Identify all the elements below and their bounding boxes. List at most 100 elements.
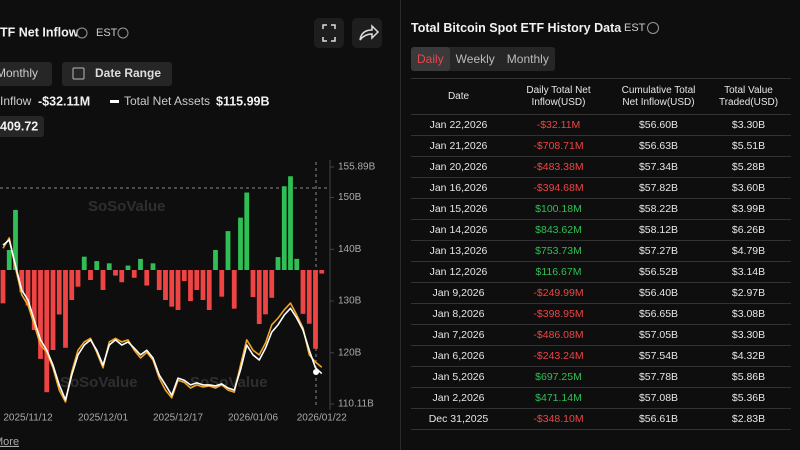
history-panel: Total Bitcoin Spot ETF History Data EST … xyxy=(400,0,800,450)
bar xyxy=(269,270,275,298)
bar xyxy=(44,270,50,393)
column-header: Date xyxy=(411,78,506,115)
table-cell: Jan 2,2026 xyxy=(411,387,506,409)
bar xyxy=(225,231,231,270)
table-cell: Jan 15,2026 xyxy=(411,198,506,220)
bar xyxy=(181,270,187,282)
table-cell: $56.52B xyxy=(611,261,706,283)
bar xyxy=(200,270,206,300)
table-cell: -$708.71M xyxy=(506,135,611,157)
column-header: Cumulative Total Net Inflow(USD) xyxy=(611,78,706,115)
share-icon xyxy=(359,24,380,41)
info-icon[interactable] xyxy=(76,27,88,39)
bar xyxy=(31,270,37,330)
table-cell: $3.08B xyxy=(706,303,791,325)
bar xyxy=(238,217,243,270)
y-tick-label: 140B xyxy=(338,244,362,255)
bar xyxy=(69,270,75,300)
tab[interactable]: Weekly xyxy=(455,52,495,66)
table-cell: -$249.99M xyxy=(506,282,611,304)
table-cell: $3.30B xyxy=(706,324,791,346)
table-cell: Jan 12,2026 xyxy=(411,261,506,283)
info-icon[interactable] xyxy=(647,22,659,34)
bar xyxy=(150,263,156,270)
legend-value: $115.99B xyxy=(216,94,270,108)
legend-value: -$32.11M xyxy=(38,94,90,108)
tab[interactable]: Monthly xyxy=(506,52,549,66)
bar xyxy=(306,270,312,324)
bar xyxy=(75,270,81,287)
table-cell: $843.62M xyxy=(506,219,611,241)
tab[interactable]: Daily xyxy=(411,47,450,71)
period-button[interactable] xyxy=(0,62,52,86)
y-tick-label: 110.11B xyxy=(338,399,374,410)
table-cell: $3.14B xyxy=(706,261,791,283)
bar xyxy=(63,270,68,348)
table-row: Jan 22,2026 -$32.11M $56.60B $3.30B xyxy=(411,114,791,136)
table-row: Jan 7,2026 -$486.08M $57.05B $3.30B xyxy=(411,324,791,346)
table-cell: $5.86B xyxy=(706,366,791,388)
history-title: Total Bitcoin Spot ETF History Data xyxy=(411,21,622,35)
period-label: Monthly xyxy=(0,66,38,80)
line xyxy=(2,239,323,401)
bar xyxy=(119,270,125,283)
table-row: Dec 31,2025 -$348.10M $56.61B $2.83B xyxy=(411,408,791,430)
bar xyxy=(244,192,250,270)
table-cell: Jan 21,2026 xyxy=(411,135,506,157)
date-range-button[interactable] xyxy=(62,62,172,86)
timezone: EST xyxy=(96,27,118,39)
bar xyxy=(294,258,300,270)
table-cell: Jan 5,2026 xyxy=(411,366,506,388)
fullscreen-button[interactable] xyxy=(314,18,344,48)
table-row: Jan 13,2026 $753.73M $57.27B $4.79B xyxy=(411,240,791,262)
table-row: Jan 15,2026 $100.18M $58.22B $3.99B xyxy=(411,198,791,220)
table-row: Jan 6,2026 -$243.24M $57.54B $4.32B xyxy=(411,345,791,367)
bar xyxy=(256,270,262,325)
legend-label: Total Net Assets xyxy=(124,94,210,108)
table-cell: Jan 6,2026 xyxy=(411,345,506,367)
table-cell: $3.60B xyxy=(706,177,791,199)
table-row: Jan 2,2026 $471.14M $57.08B $5.36B xyxy=(411,387,791,409)
column-header: Total Value Traded(USD) xyxy=(706,78,791,115)
table-cell: $5.28B xyxy=(706,156,791,178)
table-cell: $753.73M xyxy=(506,240,611,262)
bar xyxy=(263,270,268,315)
table-cell: $56.63B xyxy=(611,135,706,157)
bar xyxy=(19,270,25,293)
table-row: Jan 12,2026 $116.67M $56.52B $3.14B xyxy=(411,261,791,283)
table-cell: $5.36B xyxy=(706,387,791,409)
y-tick-label: 155.89B xyxy=(338,162,376,173)
bar xyxy=(300,270,306,314)
bar xyxy=(169,270,175,307)
table-cell: -$486.08M xyxy=(506,324,611,346)
table-cell: $57.27B xyxy=(611,240,706,262)
bar xyxy=(125,265,131,270)
bar xyxy=(38,270,43,359)
bar xyxy=(156,270,162,290)
bar xyxy=(231,270,237,309)
table-cell: $2.97B xyxy=(706,282,791,304)
table-row: Jan 5,2026 $697.25M $57.78B $5.86B xyxy=(411,366,791,388)
y-tick-label: 130B xyxy=(338,296,362,307)
bar xyxy=(25,270,31,306)
info-icon[interactable] xyxy=(117,27,129,39)
date-range-label: Date Range xyxy=(95,66,161,80)
table-cell: $4.79B xyxy=(706,240,791,262)
table-body: Jan 22,2026 -$32.11M $56.60B $3.30B Jan 21,2… xyxy=(411,114,791,430)
table-cell: $56.60B xyxy=(611,114,706,136)
share-button[interactable] xyxy=(352,18,382,48)
legend-value: 409.72 xyxy=(0,119,38,133)
watermark: SoSoValue xyxy=(60,374,138,391)
bar xyxy=(213,250,218,270)
table-cell: $57.82B xyxy=(611,177,706,199)
bar xyxy=(56,270,62,315)
table-cell: -$398.95M xyxy=(506,303,611,325)
more-link[interactable]: More xyxy=(0,436,19,448)
table-cell: Jan 20,2026 xyxy=(411,156,506,178)
bar xyxy=(94,261,100,270)
bar xyxy=(194,270,200,290)
plot: 155.89B 150B 140B 130B 120B 110.11B 2025/11/12… xyxy=(0,162,376,424)
bar xyxy=(131,270,137,278)
bar xyxy=(100,270,106,290)
bar xyxy=(188,270,193,302)
